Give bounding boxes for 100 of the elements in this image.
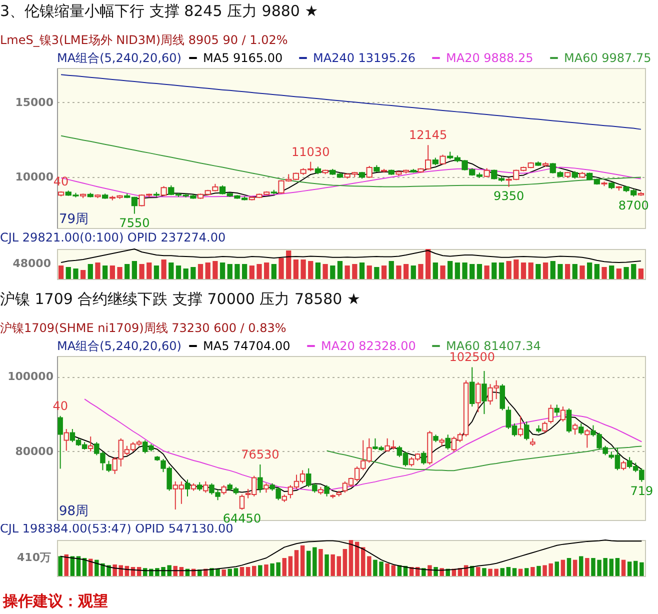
candlestick bbox=[566, 408, 572, 434]
annotation: 7550 bbox=[119, 216, 150, 230]
text: 操作建议：观望 bbox=[2, 592, 108, 610]
bar bbox=[246, 567, 250, 576]
bar bbox=[242, 264, 248, 279]
bar bbox=[352, 264, 358, 279]
bar bbox=[318, 549, 323, 576]
bar bbox=[190, 267, 196, 279]
candlestick bbox=[264, 482, 269, 494]
y-tick-label: 10000 bbox=[15, 170, 54, 184]
candlestick bbox=[421, 450, 426, 466]
bar bbox=[264, 564, 268, 576]
bar bbox=[470, 264, 475, 279]
bar bbox=[312, 547, 317, 576]
legend-label: MA5 9165.00 bbox=[203, 51, 283, 65]
bar bbox=[476, 264, 482, 279]
candlestick bbox=[440, 154, 446, 165]
bar bbox=[448, 261, 453, 279]
bar bbox=[308, 261, 314, 279]
bar bbox=[530, 567, 535, 576]
bar bbox=[288, 556, 293, 576]
bar bbox=[388, 261, 394, 279]
bar bbox=[367, 556, 372, 576]
bar bbox=[58, 266, 64, 279]
bar bbox=[542, 262, 548, 279]
candlestick bbox=[476, 382, 481, 413]
bar bbox=[198, 264, 204, 279]
annotation: 79周 bbox=[59, 212, 89, 227]
bar bbox=[500, 568, 505, 576]
bar bbox=[524, 568, 529, 576]
bar bbox=[418, 264, 424, 279]
bar bbox=[528, 262, 534, 279]
bar bbox=[396, 266, 402, 279]
y-tick-label: 100000 bbox=[8, 370, 54, 384]
candlestick bbox=[160, 186, 167, 196]
bar bbox=[282, 558, 287, 576]
bar bbox=[498, 262, 504, 279]
bar bbox=[631, 264, 636, 279]
bar bbox=[330, 266, 336, 279]
bar bbox=[227, 264, 232, 279]
bar bbox=[66, 267, 71, 279]
bar bbox=[374, 267, 380, 279]
legend-title: MA组合(5,240,20,60) bbox=[57, 51, 182, 65]
bar bbox=[76, 556, 81, 576]
candlestick bbox=[500, 384, 506, 411]
bar bbox=[306, 550, 311, 576]
bar bbox=[293, 260, 299, 279]
bar bbox=[300, 260, 306, 279]
bar bbox=[234, 264, 240, 279]
bar bbox=[95, 262, 100, 279]
candlestick bbox=[572, 422, 578, 436]
bar bbox=[580, 266, 585, 279]
bar bbox=[240, 567, 244, 576]
bar bbox=[73, 268, 78, 279]
chart-subtitle: 沪镍1709(SHME ni1709)周线 73230 600 / 0.83% bbox=[0, 321, 286, 335]
bar bbox=[359, 262, 365, 279]
candlestick bbox=[469, 366, 475, 408]
bar bbox=[578, 556, 584, 576]
bar bbox=[585, 558, 590, 576]
bar bbox=[294, 550, 299, 576]
bar bbox=[168, 262, 174, 279]
bar bbox=[70, 556, 75, 576]
candlestick bbox=[560, 406, 566, 422]
candlestick bbox=[203, 480, 208, 494]
candlestick bbox=[88, 436, 94, 452]
bar bbox=[587, 262, 592, 279]
bar bbox=[609, 266, 614, 279]
bar bbox=[154, 266, 160, 279]
annotation: 12145 bbox=[408, 128, 448, 142]
chart-title: CJL 29821.00(0:100) OPID 237274.00 bbox=[0, 230, 226, 244]
bar bbox=[454, 262, 460, 279]
chart-title: 沪镍 1709 合约继续下跌 支撑 70000 压力 78580 ★ bbox=[0, 290, 360, 308]
bar bbox=[482, 568, 486, 576]
bar bbox=[627, 562, 632, 576]
bar bbox=[271, 264, 276, 279]
text: 410万 bbox=[17, 551, 51, 564]
bar bbox=[348, 540, 354, 576]
bar bbox=[520, 262, 526, 279]
bar bbox=[432, 262, 438, 279]
bar bbox=[336, 556, 342, 576]
bar bbox=[176, 266, 182, 279]
bar bbox=[212, 261, 218, 279]
bar bbox=[615, 558, 620, 576]
bar bbox=[88, 558, 93, 576]
bar bbox=[426, 249, 431, 279]
legend-label: MA60 81407.34 bbox=[446, 339, 541, 353]
bar bbox=[324, 554, 329, 576]
candlestick bbox=[542, 421, 548, 434]
y-tick-label: 80000 bbox=[15, 444, 54, 458]
bar bbox=[554, 562, 560, 576]
chart-subtitle: LmeS_镍3(LME场外 NID3M)周线 8905 90 / 1.02% bbox=[0, 33, 288, 47]
bar bbox=[484, 266, 490, 279]
bar bbox=[252, 566, 256, 576]
bar bbox=[506, 261, 512, 279]
bar bbox=[550, 261, 556, 279]
bar bbox=[161, 260, 166, 279]
bar bbox=[403, 264, 409, 279]
candlestick bbox=[221, 484, 226, 496]
line-series bbox=[326, 446, 642, 472]
candlestick bbox=[239, 494, 245, 510]
